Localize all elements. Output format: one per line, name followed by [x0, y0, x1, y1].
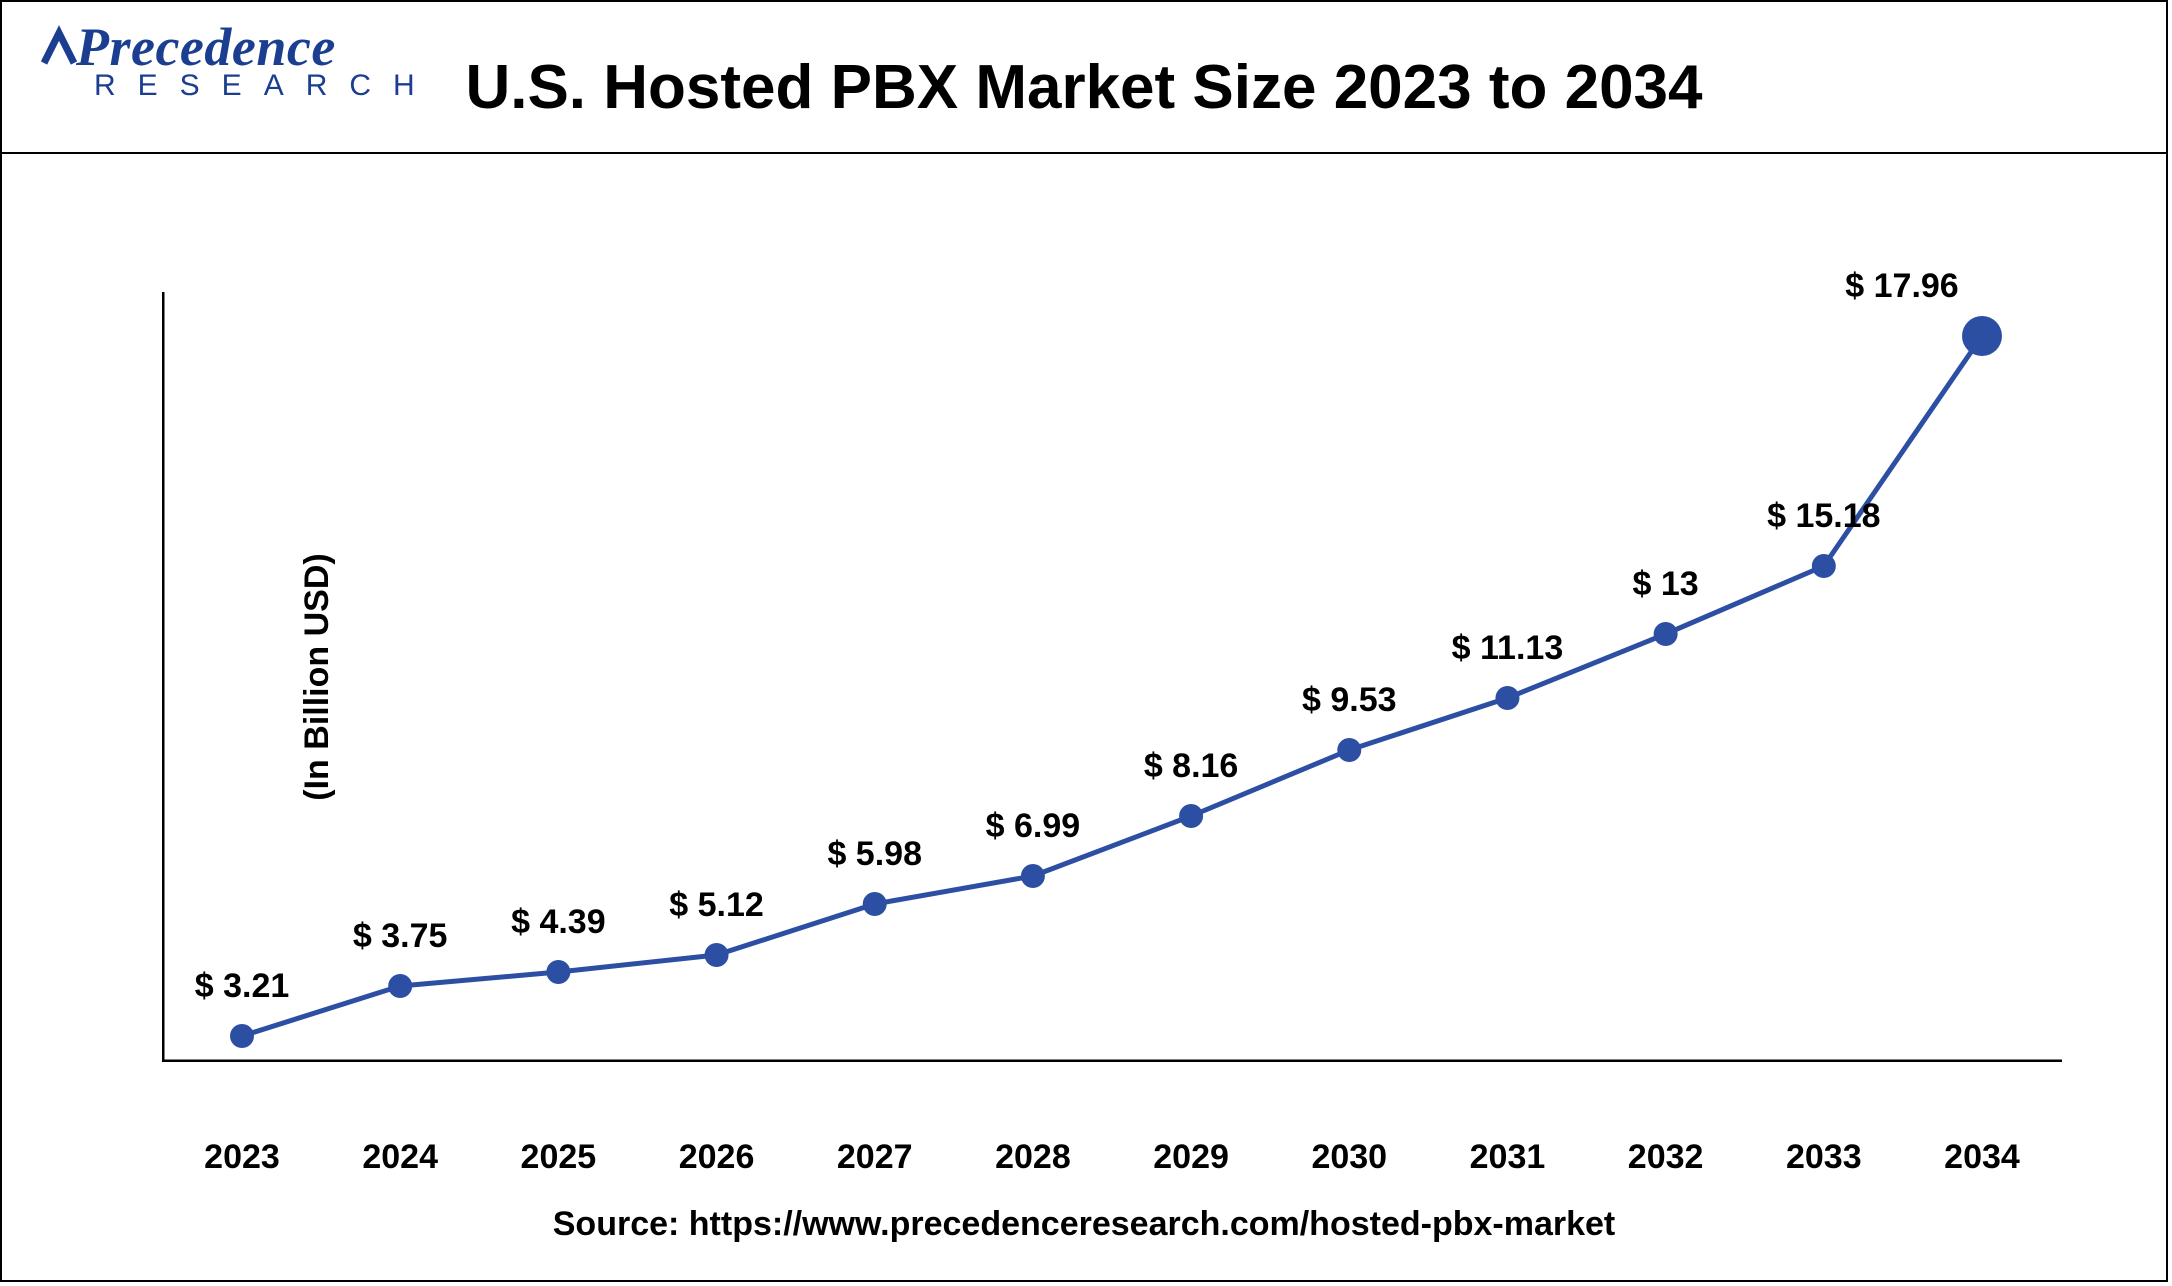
data-point-label: $ 5.98	[827, 835, 922, 874]
data-point-label: $ 3.75	[353, 917, 448, 956]
chart-plot-area: (In Billion USD) 20232024202520262027202…	[162, 292, 2062, 1062]
source-text: Source: https://www.precedenceresearch.c…	[2, 1205, 2166, 1244]
data-point-label: $ 15.18	[1767, 497, 1880, 536]
data-point-label: $ 8.16	[1144, 747, 1239, 786]
header: Precedence RESEARCH U.S. Hosted PBX Mark…	[2, 2, 2166, 154]
x-axis-tick-label: 2023	[204, 1138, 280, 1177]
x-axis-tick-label: 2033	[1786, 1138, 1862, 1177]
chart-title: U.S. Hosted PBX Market Size 2023 to 2034	[2, 52, 2166, 123]
x-axis-tick-label: 2026	[679, 1138, 755, 1177]
y-axis-label: (In Billion USD)	[298, 553, 337, 800]
x-axis-tick-label: 2034	[1944, 1138, 2020, 1177]
data-point-label: $ 4.39	[511, 903, 606, 942]
data-point-label: $ 5.12	[669, 886, 764, 925]
data-point-label: $ 3.21	[195, 967, 290, 1006]
x-axis-tick-label: 2027	[837, 1138, 913, 1177]
x-axis-tick-label: 2029	[1153, 1138, 1229, 1177]
x-axis-tick-label: 2028	[995, 1138, 1071, 1177]
chart-frame: Precedence RESEARCH U.S. Hosted PBX Mark…	[0, 0, 2168, 1282]
x-axis-tick-label: 2024	[362, 1138, 438, 1177]
data-point-label: $ 11.13	[1452, 629, 1564, 668]
data-point-label: $ 9.53	[1302, 681, 1397, 720]
x-axis-tick-label: 2025	[521, 1138, 597, 1177]
x-axis-tick-label: 2031	[1470, 1138, 1546, 1177]
data-point-label: $ 6.99	[986, 807, 1081, 846]
x-axis-tick-label: 2032	[1628, 1138, 1704, 1177]
data-point-label: $ 13	[1633, 565, 1699, 604]
data-point-label: $ 17.96	[1845, 267, 1958, 306]
x-axis-tick-label: 2030	[1311, 1138, 1387, 1177]
